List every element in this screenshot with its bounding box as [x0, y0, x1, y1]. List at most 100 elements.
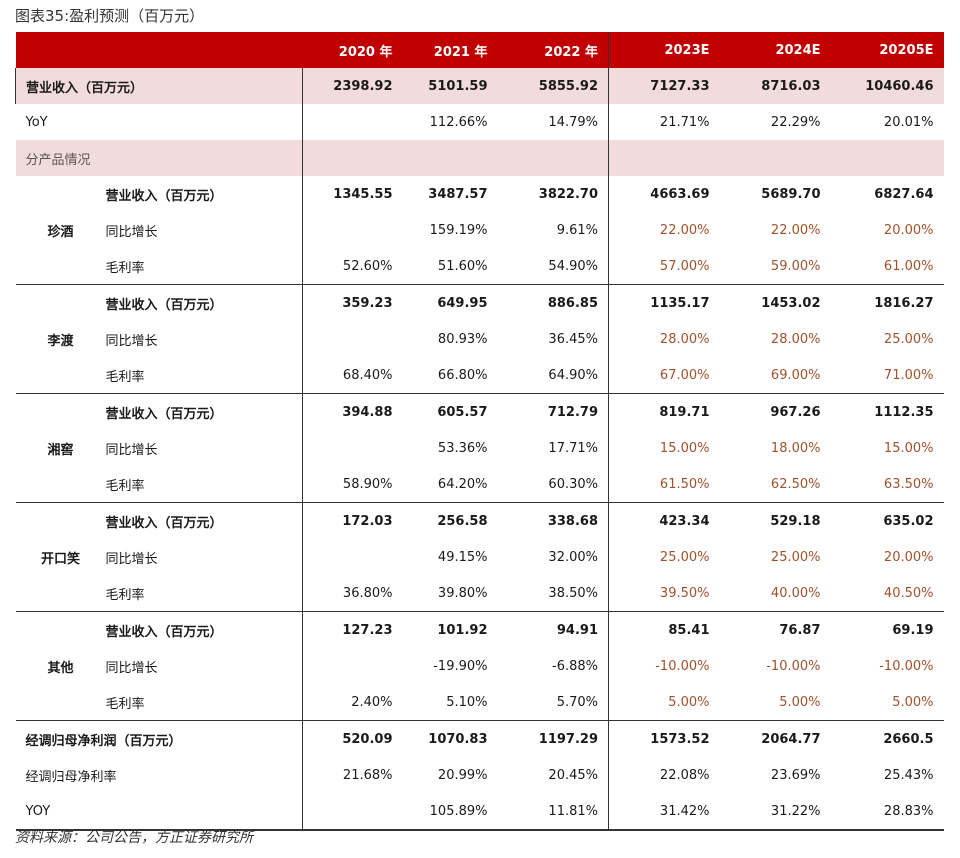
cell	[497, 140, 609, 176]
cell	[302, 104, 403, 140]
row-label: 毛利率	[105, 466, 303, 503]
cell: 39.50%	[608, 575, 720, 612]
header-row: 2020 年 2021 年 2022 年 2023E 2024E 20205E	[15, 32, 944, 68]
cell: 11.81%	[497, 793, 609, 831]
source-note: 资料来源：公司公告，方正证券研究所	[15, 830, 253, 846]
cell: 15.00%	[883, 440, 934, 456]
cell: 61.00%	[830, 248, 944, 285]
cell: 66.80%	[402, 357, 498, 394]
cell	[302, 430, 403, 466]
cell: 22.08%	[608, 757, 720, 793]
cell: 31.22%	[719, 793, 831, 831]
cell: 68.40%	[302, 357, 403, 394]
cell: -19.90%	[433, 658, 488, 674]
product-row: 同比增长 -19.90% -6.88% -10.00% -10.00% -10.00%	[16, 648, 944, 684]
cell: 9.61%	[556, 222, 598, 238]
cell: 22.00%	[608, 212, 720, 248]
cell: 712.79	[547, 404, 598, 420]
cell: 127.23	[302, 611, 403, 648]
cell: 3487.57	[428, 186, 488, 202]
net-profit-row: 经调归母净利润（百万元） 520.09 1070.83 1197.29 1573…	[16, 720, 944, 757]
cell: 40.00%	[719, 575, 831, 612]
cell: 21.71%	[608, 104, 720, 140]
col-header: 2020 年	[302, 32, 403, 68]
cell: 36.45%	[548, 331, 598, 347]
cell	[302, 212, 403, 248]
cell: 59.00%	[719, 248, 831, 285]
cell: 7127.33	[608, 68, 720, 104]
profit-forecast-table: 2020 年 2021 年 2022 年 2023E 2024E 20205E …	[15, 32, 944, 831]
product-row: 李渡 营业收入（百万元） 359.23 649.95 886.85 1135.17 1453…	[15, 284, 944, 394]
cell: 69.00%	[719, 357, 831, 394]
cell: 94.91	[556, 622, 598, 638]
cell: 53.36%	[437, 440, 488, 456]
cell: 22.00%	[770, 222, 821, 238]
section-row: 分产品情况	[15, 140, 944, 176]
cell: 5.10%	[402, 684, 498, 721]
cell: 520.09	[302, 720, 403, 757]
cell: 5855.92	[497, 68, 609, 104]
cell: 3822.70	[538, 186, 598, 202]
cell: 32.00%	[548, 549, 598, 565]
cell: 5.00%	[608, 684, 720, 721]
cell: 1816.27	[874, 295, 934, 311]
cell: 1573.52	[608, 720, 720, 757]
cell: 5.00%	[719, 684, 831, 721]
cell: 423.34	[608, 502, 720, 539]
row-label: 营业收入（百万元）	[105, 297, 223, 313]
cell: 635.02	[883, 513, 934, 529]
yoy-profit-row: YOY 105.89% 11.81% 31.42% 31.22% 28.83%	[15, 793, 944, 831]
row-label: 营业收入（百万元）	[15, 68, 303, 104]
product-name: 其他	[15, 611, 106, 721]
row-label: 毛利率	[105, 684, 303, 721]
cell: 49.15%	[437, 549, 488, 565]
cell	[302, 321, 403, 357]
cell: 61.50%	[608, 466, 720, 503]
cell: 886.85	[547, 295, 598, 311]
cell: 2.40%	[302, 684, 403, 721]
product-row: 毛利率 36.80% 39.80% 38.50% 39.50% 40.00% 40.50%	[16, 575, 944, 612]
product-row: 毛利率 52.60% 51.60% 54.90% 57.00% 59.00% 61.00%	[16, 248, 944, 285]
cell: -10.00%	[879, 658, 934, 674]
cell: 1453.02	[761, 295, 821, 311]
cell: 159.19%	[429, 222, 488, 238]
cell: 23.69%	[770, 767, 821, 783]
row-label: 同比增长	[105, 442, 158, 458]
product-row: 同比增长 53.36% 17.71% 15.00% 18.00% 15.00%	[16, 430, 944, 466]
cell: 25.43%	[883, 767, 934, 783]
figure-title: 图表35:盈利预测（百万元）	[15, 7, 205, 25]
col-header: 2022 年	[497, 32, 609, 68]
cell: 819.71	[608, 393, 720, 430]
cell: 20.00%	[883, 222, 934, 238]
product-row: 珍酒 营业收入（百万元） 1345.55 3487.57 3822.70 4663.69 5…	[15, 176, 944, 285]
cell: 20.45%	[548, 767, 598, 783]
cell: 22.29%	[770, 114, 821, 130]
cell: 529.18	[770, 513, 821, 529]
row-label: 同比增长	[105, 224, 158, 240]
cell: 60.30%	[497, 466, 609, 503]
col-header: 2024E	[719, 32, 831, 68]
product-row: 毛利率 58.90% 64.20% 60.30% 61.50% 62.50% 63.50%	[16, 466, 944, 503]
row-label: 经调归母净利率	[25, 769, 117, 785]
header-blank	[15, 32, 303, 68]
col-header: 2021 年	[402, 32, 498, 68]
cell: 5.70%	[497, 684, 609, 721]
product-row: 开口笑 营业收入（百万元） 172.03 256.58 338.68 423.34 529.…	[15, 502, 944, 612]
cell: 52.60%	[302, 248, 403, 285]
cell: 64.90%	[497, 357, 609, 394]
cell	[302, 793, 403, 831]
row-label: 营业收入（百万元）	[105, 406, 223, 422]
product-row: 其他 营业收入（百万元） 127.23 101.92 94.91 85.41 76.87 69…	[15, 611, 944, 721]
product-row: 毛利率 2.40% 5.10% 5.70% 5.00% 5.00% 5.00%	[16, 684, 944, 721]
cell: 256.58	[437, 513, 488, 529]
cell	[302, 539, 403, 575]
cell: -10.00%	[766, 658, 821, 674]
cell: 2064.77	[761, 731, 821, 747]
cell: 39.80%	[402, 575, 498, 612]
cell: 105.89%	[402, 793, 498, 831]
cell: 20.99%	[437, 767, 488, 783]
product-name: 珍酒	[15, 176, 106, 285]
cell: 58.90%	[302, 466, 403, 503]
cell: 36.80%	[302, 575, 403, 612]
cell: 605.57	[437, 404, 488, 420]
